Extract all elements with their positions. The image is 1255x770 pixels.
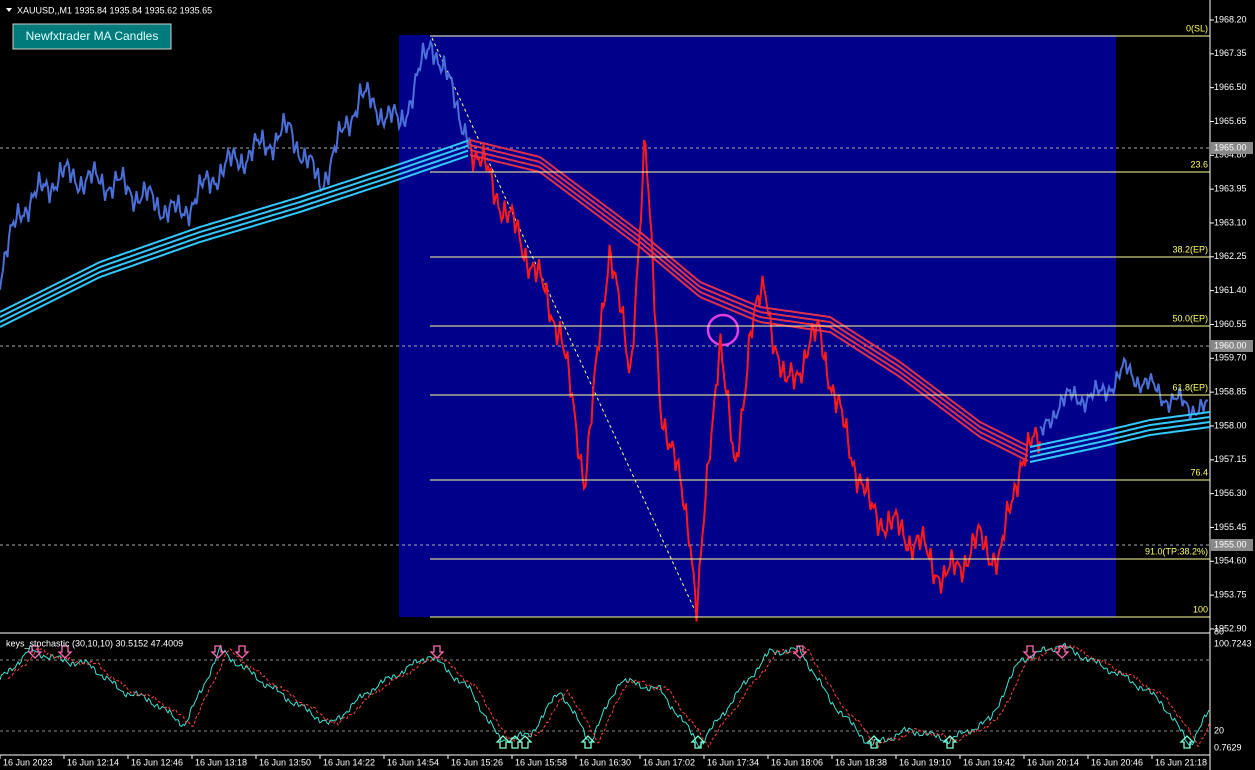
buy-arrow xyxy=(580,735,596,749)
menu-arrow xyxy=(6,8,12,12)
time-label: 16 Jun 12:14 xyxy=(67,757,119,767)
time-label: 16 Jun 19:42 xyxy=(963,757,1015,767)
price-candles-bear xyxy=(469,139,1041,622)
time-label: 16 Jun 13:18 xyxy=(195,757,247,767)
fib-label: 23.6 xyxy=(1190,159,1208,169)
time-label: 16 Jun 19:10 xyxy=(899,757,951,767)
time-label: 16 Jun 16:30 xyxy=(579,757,631,767)
ma-band xyxy=(1029,416,1211,453)
price-label: 1959.70 xyxy=(1214,353,1247,363)
price-marker-label: 1965.00 xyxy=(1214,142,1247,152)
sell-arrow xyxy=(234,645,250,659)
price-label: 1960.55 xyxy=(1214,319,1247,329)
stochastic-signal xyxy=(7,644,1210,749)
sell-arrow xyxy=(429,645,445,659)
time-label: 16 Jun 13:50 xyxy=(259,757,311,767)
price-marker xyxy=(1211,340,1253,352)
price-label: 1966.50 xyxy=(1214,82,1247,92)
ma-band xyxy=(469,144,1029,452)
buy-arrow xyxy=(866,735,882,749)
price-label: 1968.20 xyxy=(1214,14,1247,24)
indicator-label: 20 xyxy=(1214,725,1224,735)
price-marker xyxy=(1211,539,1253,551)
buy-arrow xyxy=(507,735,523,749)
ma-band xyxy=(0,139,469,313)
ma-band xyxy=(0,154,469,328)
time-label: 16 Jun 18:38 xyxy=(835,757,887,767)
price-marker-label: 1955.00 xyxy=(1214,539,1247,549)
time-label: 16 Jun 20:46 xyxy=(1091,757,1143,767)
time-label: 16 Jun 14:22 xyxy=(323,757,375,767)
time-label: 16 Jun 17:34 xyxy=(707,757,759,767)
symbol-line: XAUUSD,,M1 1935.84 1935.84 1935.62 1935.… xyxy=(17,5,212,15)
fib-label: 38.2(EP) xyxy=(1172,244,1208,254)
time-label: 16 Jun 20:14 xyxy=(1027,757,1079,767)
price-marker-label: 1960.00 xyxy=(1214,340,1247,350)
price-label: 1957.15 xyxy=(1214,454,1247,464)
ma-band xyxy=(0,144,469,318)
price-label: 1964.80 xyxy=(1214,150,1247,160)
ma-band xyxy=(1029,411,1211,448)
ea-button[interactable] xyxy=(12,23,172,50)
ma-band xyxy=(1029,421,1211,458)
sell-arrow xyxy=(792,645,808,659)
price-marker xyxy=(1211,142,1253,154)
price-label: 1962.25 xyxy=(1214,251,1247,261)
price-label: 1961.40 xyxy=(1214,285,1247,295)
price-label: 1952.90 xyxy=(1214,623,1247,633)
ma-band xyxy=(469,154,1029,462)
time-label: 16 Jun 14:54 xyxy=(387,757,439,767)
indicator-label: 0.7629 xyxy=(1214,742,1242,752)
ma-band xyxy=(0,149,469,323)
ma-band xyxy=(469,139,1029,447)
sell-arrow xyxy=(1022,645,1038,659)
fib-label: 61.8(EP) xyxy=(1172,382,1208,392)
time-label: 16 Jun 17:02 xyxy=(643,757,695,767)
buy-arrow xyxy=(495,735,511,749)
time-label: 16 Jun 12:46 xyxy=(131,757,183,767)
indicator-title: keys_stochastic (30,10,10) 30.5152 47.40… xyxy=(6,638,183,648)
buy-arrow xyxy=(517,735,533,749)
time-label: 16 Jun 2023 xyxy=(3,757,53,767)
price-label: 1965.65 xyxy=(1214,116,1247,126)
indicator-label: 100.7243 xyxy=(1214,638,1252,648)
fib-label: 91.0(TP:38.2%) xyxy=(1145,546,1208,556)
price-label: 1958.85 xyxy=(1214,387,1247,397)
fib-trend-line xyxy=(431,37,698,616)
buy-arrow xyxy=(942,735,958,749)
price-label: 1953.75 xyxy=(1214,589,1247,599)
price-label: 1955.45 xyxy=(1214,522,1247,532)
price-label: 1958.00 xyxy=(1214,420,1247,430)
price-label: 1963.10 xyxy=(1214,217,1247,227)
price-label: 1967.35 xyxy=(1214,48,1247,58)
fib-label: 50.0(EP) xyxy=(1172,313,1208,323)
sell-arrow xyxy=(57,645,73,659)
time-label: 16 Jun 15:26 xyxy=(451,757,503,767)
price-label: 1963.95 xyxy=(1214,184,1247,194)
price-candles-bull xyxy=(1039,356,1209,436)
fib-label: 76.4 xyxy=(1190,467,1208,477)
signal-circle xyxy=(706,313,740,347)
buy-arrow xyxy=(1179,735,1195,749)
price-candles xyxy=(0,38,471,290)
sell-arrow xyxy=(27,645,43,659)
price-label: 1956.30 xyxy=(1214,488,1247,498)
fib-label: 100 xyxy=(1193,604,1208,614)
sell-arrow xyxy=(210,645,226,659)
fib-label: 0(SL) xyxy=(1186,23,1208,33)
price-label: 1954.60 xyxy=(1214,556,1247,566)
ea-button-label[interactable]: Newfxtrader MA Candles xyxy=(26,29,159,43)
buy-arrow xyxy=(690,735,706,749)
time-label: 16 Jun 18:06 xyxy=(771,757,823,767)
time-label: 16 Jun 15:58 xyxy=(515,757,567,767)
time-label: 16 Jun 21:18 xyxy=(1155,757,1207,767)
stochastic-main xyxy=(0,642,1210,749)
sell-arrow xyxy=(1054,645,1070,659)
ma-band xyxy=(469,149,1029,457)
ma-band xyxy=(1029,426,1211,463)
indicator-label: 80 xyxy=(1214,626,1224,636)
